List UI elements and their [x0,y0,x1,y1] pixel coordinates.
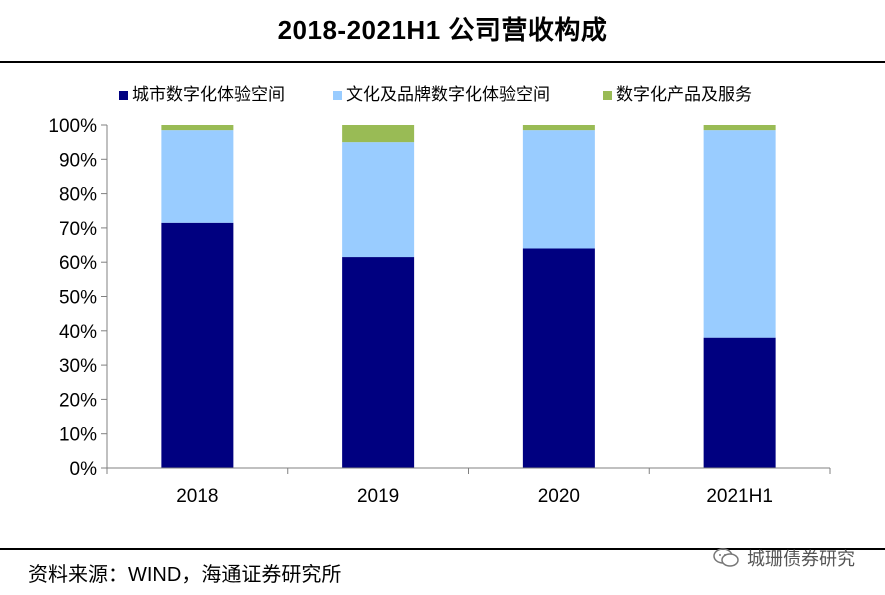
y-tick-label: 60% [59,253,97,274]
x-tick-label: 2021H1 [706,486,773,507]
bar-segment [342,125,415,143]
x-tick-label: 2020 [538,486,580,507]
y-axis: 0% 10% 20% 30% 40% 50% 60% 70% 80% 90% 100% [48,116,108,480]
x-axis: 2018 2019 2020 2021H1 [106,467,831,507]
y-tick-label: 80% [59,185,97,206]
y-tick-label: 10% [59,425,97,446]
y-tick-label: 100% [48,116,97,137]
bar-segment [522,130,595,249]
bar-segment [703,130,776,338]
legend-label: 城市数字化体验空间 [132,85,285,105]
bar-segment [161,222,234,468]
bar-segment [703,337,776,468]
y-tick-label: 70% [59,219,97,240]
legend-swatch [333,91,342,100]
legend-swatch [603,91,612,100]
footer-divider [0,548,885,550]
y-tick-label: 40% [59,322,97,343]
bar-segment [342,257,415,468]
y-tick-label: 30% [59,356,97,377]
legend-swatch [119,91,128,100]
bar-segment [703,125,776,131]
bar-segment [342,142,415,258]
x-tick-label: 2019 [357,486,399,507]
brand-label: 城珊债券研究 [747,549,855,569]
bar-segment [522,248,595,468]
y-tick-label: 20% [59,390,97,411]
y-tick-label: 90% [59,150,97,171]
y-tick-label: 50% [59,288,97,309]
legend-label: 文化及品牌数字化体验空间 [346,85,550,105]
bar-segment [161,125,234,131]
title-divider [0,61,885,63]
legend: 城市数字化体验空间 文化及品牌数字化体验空间 数字化产品及服务 [119,85,752,105]
y-tick-label: 0% [70,459,98,480]
x-tick-label: 2018 [176,486,218,507]
legend-label: 数字化产品及服务 [616,85,752,105]
bar-segment [161,130,234,223]
chart-title: 2018-2021H1 公司营收构成 [277,15,608,45]
chat-bubbles-icon [713,548,739,567]
brand-watermark: 城珊债券研究 [713,545,855,571]
bars [161,125,776,468]
stacked-bar-chart: 城市数字化体验空间 文化及品牌数字化体验空间 数字化产品及服务 0% 10% 20% 30… [48,85,831,507]
source-note: 资料来源：WIND，海通证券研究所 [28,564,342,586]
bar-segment [522,125,595,131]
